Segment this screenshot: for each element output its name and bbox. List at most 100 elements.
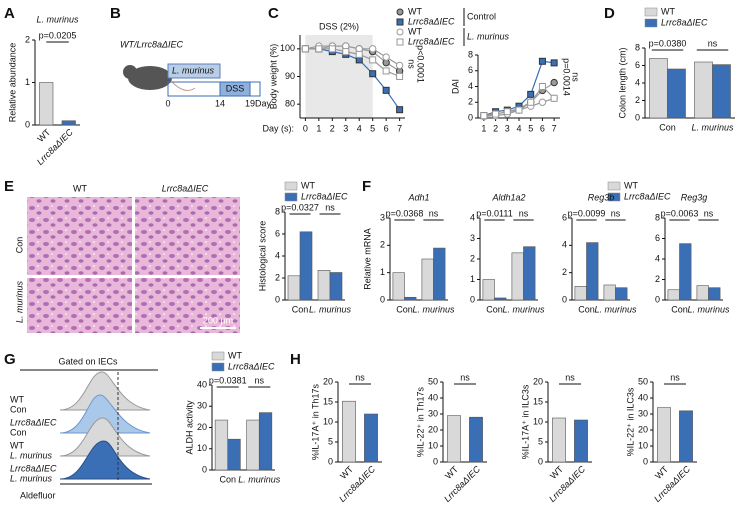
- legend-swatch: [211, 351, 225, 361]
- flow-row-label: Con: [10, 427, 27, 437]
- y-tick-label: 80: [285, 99, 295, 109]
- y-axis-label: %IL-22⁺ in ILC3s: [625, 387, 635, 456]
- significance-label: ns: [519, 208, 529, 218]
- y-tick-label: 0: [562, 294, 567, 304]
- flow-histogram: [59, 394, 151, 434]
- legend-group: L. murinus: [467, 31, 510, 41]
- significance-label: p=0.0111: [476, 208, 512, 218]
- y-tick-label: 20: [197, 422, 207, 432]
- y-tick-label: 6: [275, 228, 280, 238]
- y-tick-label: 0: [470, 294, 475, 304]
- flow-row-label: L. murinus: [10, 473, 53, 483]
- histology: WT Lrrc8aΔIEC Con L. murinus 200 µm: [14, 183, 240, 333]
- marker: [492, 110, 500, 118]
- y-tick-label: 8: [655, 212, 660, 222]
- legend-label: Lrrc8aΔIEC: [228, 361, 275, 371]
- bar: [679, 243, 692, 301]
- bar: [342, 400, 356, 463]
- y-axis-label: Histological score: [257, 221, 267, 292]
- x-tick-label: Con: [578, 304, 595, 314]
- bar: [421, 258, 434, 301]
- bar: [694, 61, 713, 119]
- bar: [469, 416, 483, 463]
- legend-marker: [396, 8, 404, 16]
- x-tick-label: 2: [493, 123, 498, 133]
- marker: [550, 94, 558, 102]
- shade-label: DSS (2%): [319, 21, 359, 31]
- bar: [574, 286, 587, 301]
- y-tick-label: 0: [643, 456, 648, 466]
- bar: [246, 419, 260, 471]
- chart-title: Reg3b: [588, 192, 615, 202]
- column-label: Lrrc8aΔIEC: [162, 183, 209, 193]
- y-tick-label: 20: [428, 424, 438, 434]
- y-tick-label: 1: [470, 274, 475, 284]
- y-tick-label: 4: [470, 212, 475, 222]
- schematic-bar-label: DSS: [226, 83, 245, 93]
- bar: [433, 247, 446, 301]
- histology-image: [135, 197, 240, 275]
- marker: [382, 86, 390, 94]
- y-tick-label: 30: [197, 401, 207, 411]
- y-tick-label: 0: [202, 464, 207, 474]
- panel-letter: A: [4, 5, 15, 22]
- x-tick-label: L. murinus: [502, 304, 545, 314]
- legend-label: WT: [661, 6, 675, 16]
- bar: [447, 415, 461, 463]
- mouse-icon: [128, 66, 172, 90]
- x-tick-label: 1: [316, 123, 321, 133]
- bar: [39, 82, 54, 126]
- legend-swatch: [607, 192, 621, 202]
- y-tick-label: 8: [275, 206, 280, 216]
- flow-row-label: L. murinus: [10, 450, 53, 460]
- x-tick-label: 4: [516, 123, 521, 133]
- y-axis-label: %IL-22⁺ in Th17s: [415, 386, 425, 457]
- flow-row-label: Lrrc8aΔIEC: [10, 417, 57, 427]
- x-tick-label: 6: [384, 123, 389, 133]
- marker: [328, 45, 336, 53]
- bar: [227, 438, 241, 471]
- marker: [538, 98, 547, 106]
- y-tick-label: 4: [655, 253, 660, 263]
- legend-swatch: [644, 7, 658, 17]
- marker: [550, 59, 558, 67]
- flow-histogram: [59, 417, 151, 457]
- flow-row-label: WT: [10, 440, 24, 450]
- bar: [667, 68, 686, 119]
- y-tick-label: 100: [280, 43, 295, 53]
- legend-label: WT: [228, 350, 242, 360]
- legend-label: Lrrc8aΔIEC: [301, 191, 348, 201]
- chart-title: Reg3g: [681, 192, 708, 202]
- x-tick-label: L. murinus: [412, 304, 455, 314]
- marker: [369, 56, 377, 64]
- significance-label: ns: [254, 375, 264, 385]
- histology-image: [27, 278, 132, 333]
- chart-title: L. murinus: [36, 14, 79, 24]
- bar: [299, 231, 313, 301]
- scale-label: 200 µm: [203, 315, 233, 325]
- mouse-icon: [123, 65, 137, 79]
- y-tick-label: 0: [538, 456, 543, 466]
- marker: [342, 48, 350, 56]
- y-tick-label: 4: [635, 77, 640, 87]
- y-axis-label: %IL-17A⁺ in ILC3s: [520, 384, 530, 459]
- legend-swatch: [211, 362, 225, 372]
- significance-label: ns: [325, 202, 335, 212]
- x-tick-label: Con: [396, 304, 413, 314]
- bar: [317, 269, 331, 301]
- bar: [404, 296, 417, 301]
- bar: [258, 412, 273, 471]
- y-tick-label: 2: [468, 97, 473, 107]
- chart-title: Aldh1a2: [491, 192, 525, 202]
- flow-panel: Gated on IECs WT Con Lrrc8aΔIEC Con WT L…: [10, 356, 158, 500]
- x-tick-label: WT: [443, 464, 460, 481]
- legend-marker: [396, 38, 404, 46]
- x-tick-label: L. murinus: [691, 122, 734, 132]
- schematic-label: WT/Lrrc8aΔIEC: [120, 39, 184, 49]
- flow-row-label: Con: [10, 404, 27, 414]
- legend-swatch: [284, 192, 298, 202]
- flow-x-label: Aldefluor: [20, 490, 56, 500]
- bar: [61, 120, 76, 126]
- y-tick-label: 4: [275, 250, 280, 260]
